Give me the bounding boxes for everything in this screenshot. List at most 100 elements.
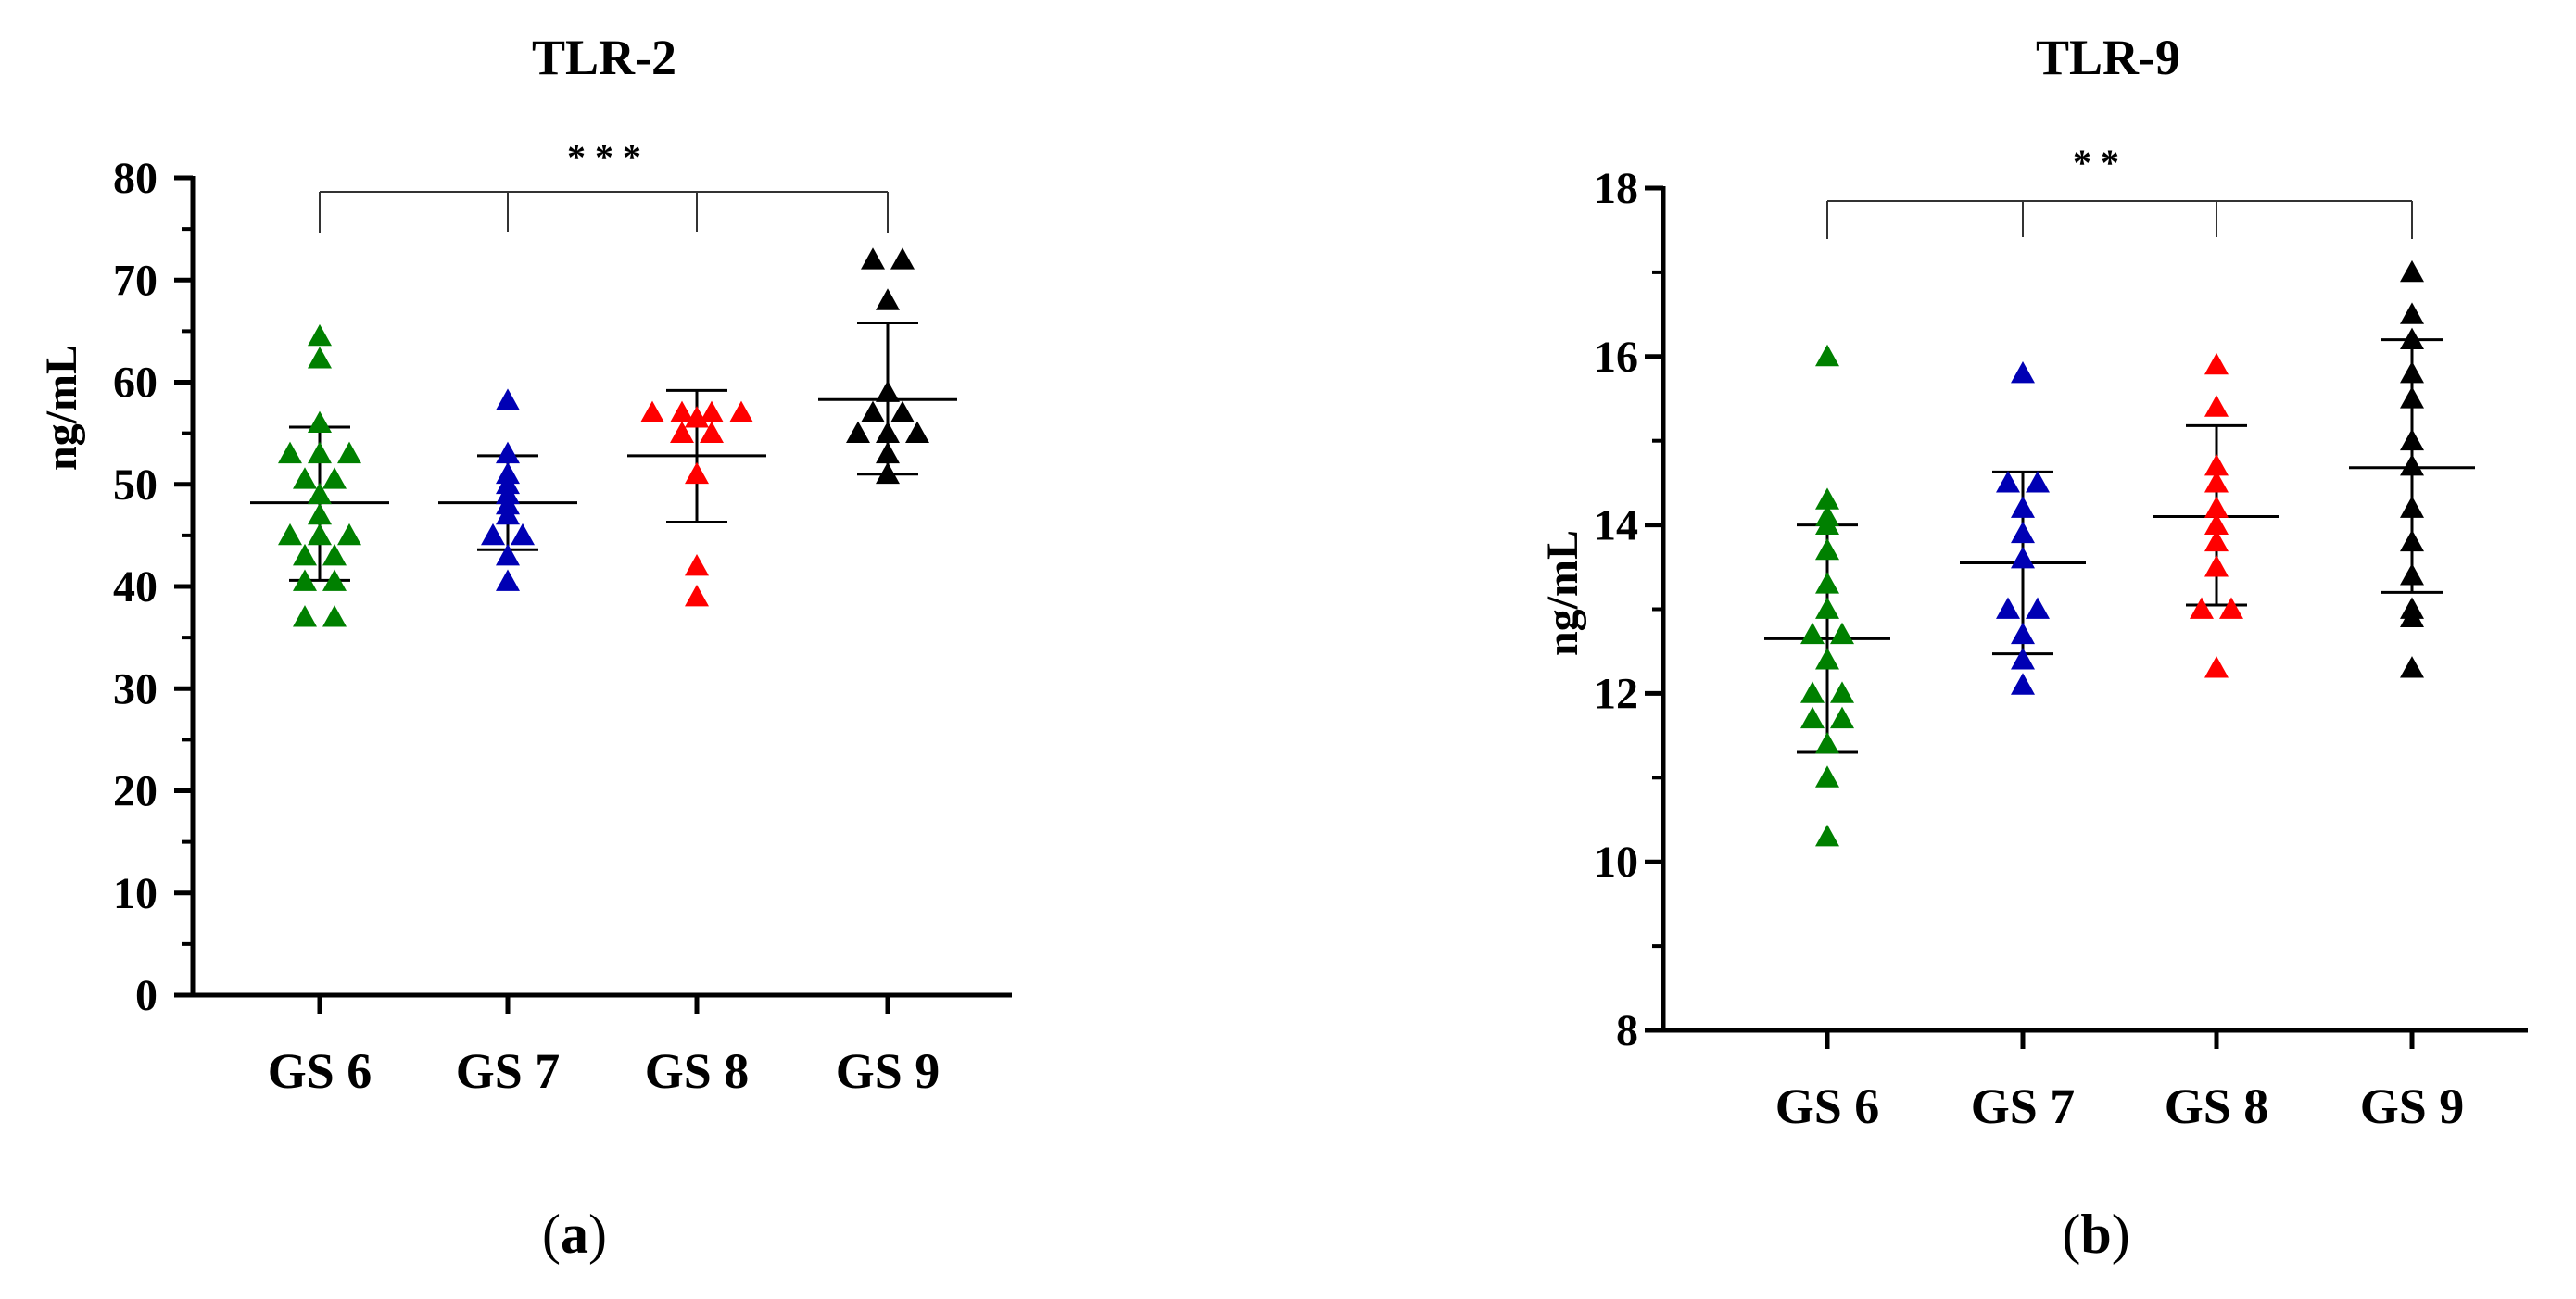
data-point (876, 461, 900, 485)
data-point (496, 502, 520, 525)
plot-area: 0 10 20 30 40 50 60 70 80 GS 6 GS 7 GS 8 GS 9 * * * (113, 136, 1012, 1099)
y-axis-label: ng/mL (1538, 530, 1587, 656)
data-point (1815, 597, 1839, 619)
x-tick-label: GS 6 (1775, 1078, 1880, 1134)
y-tick-label: 20 (113, 767, 158, 816)
data-point (2400, 453, 2424, 476)
data-point (861, 400, 885, 422)
series-gs6 (1764, 344, 1890, 847)
data-point (308, 502, 332, 525)
data-point (2204, 512, 2229, 535)
panel-open-paren: ( (542, 1204, 561, 1265)
significance-label: * * (2073, 142, 2119, 183)
data-point (876, 421, 900, 444)
data-point (2400, 327, 2424, 350)
data-point (1830, 681, 1854, 703)
series-gs6 (250, 323, 389, 627)
series-gs9 (2349, 259, 2475, 678)
data-point (1830, 622, 1854, 645)
y-tick-label: 10 (1594, 838, 1638, 887)
data-point (640, 400, 664, 422)
data-point (2204, 656, 2229, 678)
data-point (322, 569, 347, 591)
data-point (1800, 681, 1825, 703)
data-point (1830, 706, 1854, 729)
x-tick-label: GS 9 (2360, 1078, 2465, 1134)
data-point (2400, 360, 2424, 384)
data-point (685, 585, 709, 607)
data-point (2011, 622, 2035, 645)
x-tick-label: GS 7 (456, 1043, 561, 1099)
data-point (2026, 597, 2050, 619)
data-point (685, 406, 709, 428)
significance-label: * * * (567, 136, 641, 178)
chart-title: TLR-9 (2036, 30, 2180, 85)
data-point (496, 388, 520, 410)
data-point (337, 523, 361, 546)
data-point (496, 441, 520, 464)
data-point (2011, 673, 2035, 695)
y-tick-label: 12 (1594, 669, 1638, 718)
x-tick-label: GS 9 (836, 1043, 941, 1099)
data-point (1800, 622, 1825, 645)
data-point (2400, 605, 2424, 627)
y-tick-label: 80 (113, 154, 158, 203)
data-point (1815, 572, 1839, 594)
data-point (2400, 259, 2424, 283)
y-axis-label: ng/mL (37, 345, 86, 471)
data-point (2400, 529, 2424, 552)
data-point (1815, 487, 1839, 510)
panel-letter: a (561, 1204, 588, 1265)
data-point (2219, 597, 2243, 619)
data-point (905, 421, 929, 444)
data-point (700, 421, 724, 444)
data-point (2026, 471, 2050, 493)
data-point (685, 461, 709, 485)
data-point (890, 400, 915, 422)
chart-tlr2: TLR-2 ng/mL 0 10 20 30 40 50 60 70 80 GS 6 GS 7 GS … (37, 30, 1012, 1265)
data-point (2400, 302, 2424, 324)
panel-close-paren: ) (588, 1204, 607, 1265)
panel-label: (a) (542, 1204, 607, 1265)
x-tick-label: GS 8 (2165, 1078, 2269, 1134)
data-point (670, 421, 694, 444)
data-point (2400, 386, 2424, 409)
data-point (308, 347, 332, 369)
data-point (1815, 765, 1839, 788)
data-point (308, 410, 332, 433)
data-point (1815, 824, 1839, 847)
data-point (2204, 453, 2229, 476)
data-point (876, 288, 900, 310)
y-tick-label: 40 (113, 562, 158, 612)
y-tick-label: 14 (1594, 501, 1638, 550)
data-point (861, 247, 885, 270)
data-point (337, 441, 361, 464)
data-point (2204, 555, 2229, 577)
series-gs8 (2153, 352, 2279, 678)
data-point (2400, 656, 2424, 678)
chart-tlr9: TLR-9 ng/mL 8 10 12 14 16 18 GS 6 GS 7 GS 8 GS 9 *… (1538, 30, 2528, 1265)
data-point (729, 400, 753, 422)
data-point (1815, 512, 1839, 535)
data-point (1815, 648, 1839, 670)
data-point (322, 605, 347, 627)
data-point (1996, 597, 2020, 619)
series-gs9 (818, 247, 957, 485)
series-gs8 (627, 388, 766, 607)
data-point (293, 543, 317, 566)
panel-label: (b) (2062, 1204, 2129, 1265)
data-point (322, 467, 347, 489)
data-point (2011, 546, 2035, 569)
x-tick-label: GS 8 (645, 1043, 750, 1099)
chart-title: TLR-2 (532, 30, 676, 85)
y-tick-label: 50 (113, 460, 158, 510)
data-point (1800, 706, 1825, 729)
data-point (1815, 731, 1839, 754)
data-point (293, 569, 317, 591)
data-point (496, 569, 520, 591)
data-point (1815, 537, 1839, 561)
y-tick-label: 10 (113, 869, 158, 918)
data-point (876, 380, 900, 402)
data-point (2204, 395, 2229, 417)
